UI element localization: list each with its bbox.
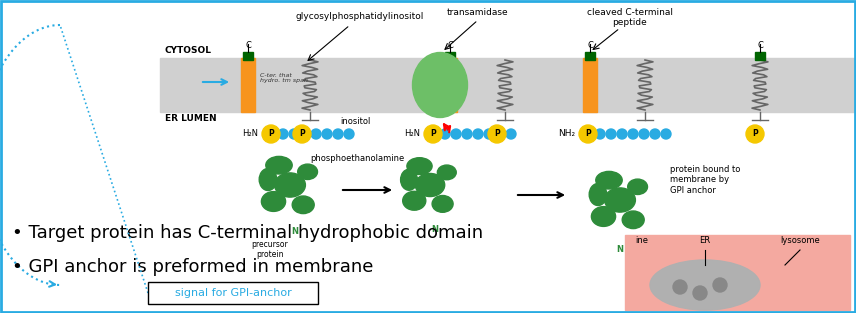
Circle shape (495, 129, 505, 139)
Text: C: C (447, 41, 453, 50)
Text: P: P (268, 130, 274, 138)
Text: CYTOSOL: CYTOSOL (165, 46, 212, 55)
Circle shape (506, 129, 516, 139)
Bar (755, 52, 765, 60)
Circle shape (484, 129, 494, 139)
Bar (243, 52, 253, 60)
Text: glycosylphosphatidylinositol: glycosylphosphatidylinositol (296, 12, 425, 21)
Ellipse shape (589, 183, 607, 206)
Text: P: P (299, 130, 305, 138)
Text: C: C (757, 41, 763, 50)
Text: NH₂: NH₂ (558, 130, 575, 138)
Ellipse shape (401, 169, 418, 190)
Ellipse shape (415, 173, 445, 197)
Text: P: P (586, 130, 591, 138)
Ellipse shape (622, 211, 645, 228)
Circle shape (322, 129, 332, 139)
Circle shape (713, 278, 727, 292)
Circle shape (693, 286, 707, 300)
Circle shape (661, 129, 671, 139)
Text: • Target protein has C-terminal hydrophobic domain: • Target protein has C-terminal hydropho… (12, 224, 483, 242)
Circle shape (473, 129, 483, 139)
Text: C: C (245, 41, 251, 50)
Text: C-ter. that
hydro. tm span: C-ter. that hydro. tm span (260, 73, 308, 83)
Circle shape (300, 129, 310, 139)
Circle shape (650, 129, 660, 139)
Circle shape (440, 129, 450, 139)
Circle shape (673, 280, 687, 294)
Bar (585, 52, 595, 60)
Ellipse shape (437, 165, 456, 180)
Text: H₂N: H₂N (242, 130, 258, 138)
Ellipse shape (259, 168, 276, 191)
Bar (160, 58, 856, 112)
Ellipse shape (432, 196, 453, 212)
Ellipse shape (650, 260, 760, 310)
Text: P: P (430, 130, 436, 138)
Text: P: P (494, 130, 500, 138)
Text: N: N (616, 245, 623, 254)
Circle shape (289, 129, 299, 139)
Ellipse shape (596, 172, 622, 189)
Ellipse shape (275, 173, 306, 197)
Text: signal for GPI-anchor: signal for GPI-anchor (175, 288, 291, 298)
Text: ER: ER (699, 236, 710, 245)
Ellipse shape (298, 164, 318, 179)
Circle shape (333, 129, 343, 139)
Text: • GPI anchor is preformed in membrane: • GPI anchor is preformed in membrane (12, 258, 373, 276)
Circle shape (746, 125, 764, 143)
Ellipse shape (292, 196, 314, 213)
Text: N: N (431, 225, 438, 234)
Circle shape (262, 125, 280, 143)
Ellipse shape (402, 191, 425, 210)
Bar (443, 58, 457, 112)
Text: transamidase: transamidase (447, 8, 508, 17)
Circle shape (462, 129, 472, 139)
Ellipse shape (261, 192, 286, 211)
Ellipse shape (266, 156, 292, 174)
Bar (148, 282, 318, 304)
Circle shape (639, 129, 649, 139)
Circle shape (579, 125, 597, 143)
Ellipse shape (407, 158, 432, 175)
Circle shape (344, 129, 354, 139)
Bar (445, 52, 455, 60)
Text: protein bound to
membrane by
GPI anchor: protein bound to membrane by GPI anchor (670, 165, 740, 195)
Text: phosphoethanolamine: phosphoethanolamine (310, 154, 404, 163)
Text: ine: ine (635, 236, 648, 245)
Circle shape (293, 125, 311, 143)
Text: ER LUMEN: ER LUMEN (165, 114, 217, 123)
Ellipse shape (591, 207, 615, 226)
Circle shape (628, 129, 638, 139)
Text: lysosome: lysosome (780, 236, 820, 245)
Text: C: C (587, 41, 593, 50)
Bar (583, 58, 597, 112)
Circle shape (617, 129, 627, 139)
Circle shape (606, 129, 616, 139)
Circle shape (311, 129, 321, 139)
Ellipse shape (627, 179, 647, 194)
Text: cleaved C-terminal
peptide: cleaved C-terminal peptide (587, 8, 673, 28)
Text: P: P (752, 130, 758, 138)
Bar (241, 58, 255, 112)
Circle shape (278, 129, 288, 139)
Text: N: N (292, 227, 299, 236)
Ellipse shape (604, 188, 635, 212)
Circle shape (424, 125, 442, 143)
Circle shape (488, 125, 506, 143)
Circle shape (451, 129, 461, 139)
Text: precursor
protein: precursor protein (252, 240, 288, 259)
Ellipse shape (413, 53, 467, 117)
Text: inositol: inositol (340, 117, 371, 126)
Text: H₂N: H₂N (404, 130, 420, 138)
Bar (625, 235, 850, 310)
Circle shape (595, 129, 605, 139)
